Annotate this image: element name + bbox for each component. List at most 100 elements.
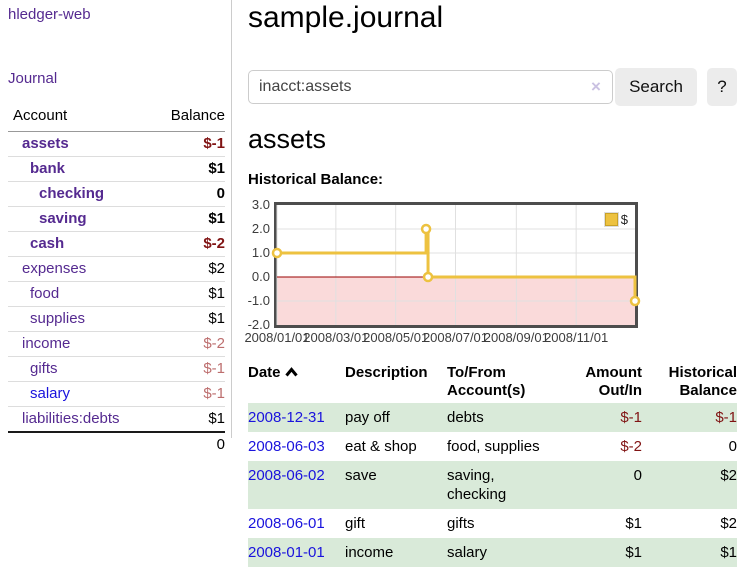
- help-button[interactable]: ?: [707, 68, 737, 106]
- account-link-assets[interactable]: assets: [22, 135, 69, 152]
- account-balance: $1: [149, 406, 225, 433]
- balance-chart-canvas: [271, 205, 641, 325]
- accounts-total-value: 0: [216, 436, 225, 453]
- account-link-checking[interactable]: checking: [39, 185, 105, 202]
- account-heading: assets: [248, 124, 327, 154]
- table-row: 2008-01-01 income salary $1 $1: [248, 538, 737, 567]
- x-axis-tick-label: 2008/07/01: [422, 330, 489, 345]
- transaction-date-link[interactable]: 2008-06-03: [248, 438, 325, 455]
- account-row-assets: assets $-1: [8, 131, 225, 157]
- transaction-amount: $1: [625, 544, 642, 561]
- transaction-accounts: gifts: [447, 515, 475, 532]
- column-header-balance[interactable]: Historical Balance: [668, 364, 737, 399]
- account-row-checking: checking 0: [8, 181, 225, 207]
- y-axis-tick-label: -2.0: [247, 317, 270, 332]
- chart-legend: $: [603, 212, 628, 227]
- transaction-balance: $2: [720, 467, 737, 484]
- legend-label: $: [620, 212, 628, 227]
- sort-ascending-icon: [284, 365, 298, 383]
- account-link-supplies[interactable]: supplies: [30, 310, 86, 327]
- account-balance: $-1: [149, 381, 225, 407]
- x-axis-tick-label: 2008/09/01: [483, 330, 549, 345]
- column-header-date-label: Date: [248, 364, 281, 381]
- y-axis-tick-label: 1.0: [251, 245, 270, 260]
- transaction-amount: $-1: [620, 409, 642, 426]
- transaction-accounts: salary: [447, 544, 488, 561]
- account-row-salary: salary $-1: [8, 381, 225, 407]
- account-row-cash: cash $-2: [8, 231, 225, 257]
- account-link-food[interactable]: food: [30, 285, 60, 302]
- accounts-header-row: Account Balance: [8, 104, 225, 132]
- table-row: 2008-06-01 gift gifts $1 $2: [248, 509, 737, 538]
- x-axis-tick-label: 2008/11/01: [544, 330, 609, 345]
- account-balance: $-2: [149, 331, 225, 357]
- register-header-row: Date Description To/From Account(s) Amoun…: [248, 361, 737, 403]
- account-balance: $1: [149, 281, 225, 307]
- transaction-balance: $1: [720, 544, 737, 561]
- column-header-accounts[interactable]: To/From Account(s): [447, 364, 526, 399]
- account-link-expenses[interactable]: expenses: [22, 260, 87, 277]
- accounts-header-balance: Balance: [149, 104, 225, 132]
- account-link-salary[interactable]: salary: [30, 385, 71, 402]
- transaction-date-link[interactable]: 2008-12-31: [248, 409, 325, 426]
- transaction-balance: $-1: [715, 409, 737, 426]
- x-axis-tick-label: 2008/03/01: [303, 330, 369, 345]
- account-balance: $1: [149, 306, 225, 332]
- x-axis-tick-label: 2008/05/01: [363, 330, 429, 345]
- clear-search-icon[interactable]: ×: [591, 77, 601, 96]
- transaction-date-link[interactable]: 2008-06-01: [248, 515, 325, 532]
- column-header-date[interactable]: Date: [248, 361, 345, 403]
- sidebar-divider: [231, 0, 232, 438]
- y-axis-tick-label: 3.0: [251, 197, 270, 212]
- transaction-description: income: [345, 544, 394, 561]
- register-table: Date Description To/From Account(s) Amoun…: [248, 361, 737, 567]
- transaction-description: eat & shop: [345, 438, 417, 455]
- account-balance: 0: [149, 181, 225, 207]
- transaction-balance: 0: [728, 438, 737, 455]
- account-link-saving[interactable]: saving: [39, 210, 87, 227]
- table-row: 2008-06-02 save saving, checking 0 $2: [248, 461, 737, 509]
- search-button[interactable]: Search: [615, 68, 697, 106]
- account-link-liabilities-debts[interactable]: liabilities:debts: [22, 410, 120, 427]
- page-title: sample.journal: [248, 1, 444, 34]
- transaction-amount: $-2: [620, 438, 642, 455]
- y-axis-tick-label: 2.0: [251, 221, 270, 236]
- account-row-saving: saving $1: [8, 206, 225, 232]
- transaction-amount: 0: [633, 467, 642, 484]
- account-row-income: income $-2: [8, 331, 225, 357]
- chart-title: Historical Balance:: [248, 171, 384, 188]
- transaction-accounts: saving, checking: [447, 467, 507, 503]
- transaction-accounts: food, supplies: [447, 438, 540, 455]
- account-link-bank[interactable]: bank: [30, 160, 66, 177]
- transaction-amount: $1: [625, 515, 642, 532]
- y-axis-tick-label: 0.0: [251, 269, 270, 284]
- account-row-bank: bank $1: [8, 156, 225, 182]
- balance-chart: $: [271, 202, 641, 328]
- account-row-liabilities-debts: liabilities:debts $1: [8, 406, 225, 433]
- app-brand-link[interactable]: hledger-web: [8, 6, 91, 23]
- account-link-cash[interactable]: cash: [30, 235, 65, 252]
- account-link-income[interactable]: income: [22, 335, 71, 352]
- accounts-total-row: 0: [8, 432, 225, 457]
- account-row-supplies: supplies $1: [8, 306, 225, 332]
- transaction-date-link[interactable]: 2008-06-02: [248, 467, 325, 484]
- column-header-amount[interactable]: Amount Out/In: [585, 364, 642, 399]
- y-axis-tick-label: -1.0: [247, 293, 270, 308]
- column-header-description[interactable]: Description: [345, 364, 428, 381]
- accounts-table: Account Balance assets $-1 bank $1 check…: [8, 104, 225, 457]
- account-balance: $1: [149, 156, 225, 182]
- table-row: 2008-12-31 pay off debts $-1 $-1: [248, 403, 737, 432]
- transaction-description: pay off: [345, 409, 390, 426]
- account-balance: $-2: [149, 231, 225, 257]
- transaction-accounts: debts: [447, 409, 484, 426]
- sidebar-item-journal[interactable]: Journal: [8, 70, 58, 87]
- transaction-balance: $2: [720, 515, 737, 532]
- transaction-date-link[interactable]: 2008-01-01: [248, 544, 325, 561]
- table-row: 2008-06-03 eat & shop food, supplies $-2…: [248, 432, 737, 461]
- search-input[interactable]: [248, 70, 613, 104]
- transaction-description: save: [345, 467, 377, 484]
- account-link-gifts[interactable]: gifts: [30, 360, 58, 377]
- account-balance: $-1: [149, 356, 225, 382]
- account-balance: $-1: [149, 131, 225, 157]
- account-row-expenses: expenses $2: [8, 256, 225, 282]
